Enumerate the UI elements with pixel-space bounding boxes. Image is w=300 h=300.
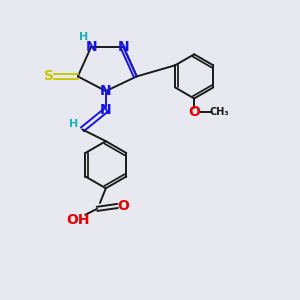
Text: N: N [100, 84, 112, 98]
Text: O: O [188, 105, 200, 119]
Text: H: H [69, 119, 79, 129]
Text: CH₃: CH₃ [209, 107, 229, 117]
Text: N: N [85, 40, 97, 54]
Text: S: S [44, 69, 54, 83]
Text: H: H [79, 32, 88, 42]
Text: OH: OH [67, 213, 90, 227]
Text: O: O [117, 199, 129, 213]
Text: N: N [100, 103, 112, 117]
Text: N: N [118, 40, 129, 54]
